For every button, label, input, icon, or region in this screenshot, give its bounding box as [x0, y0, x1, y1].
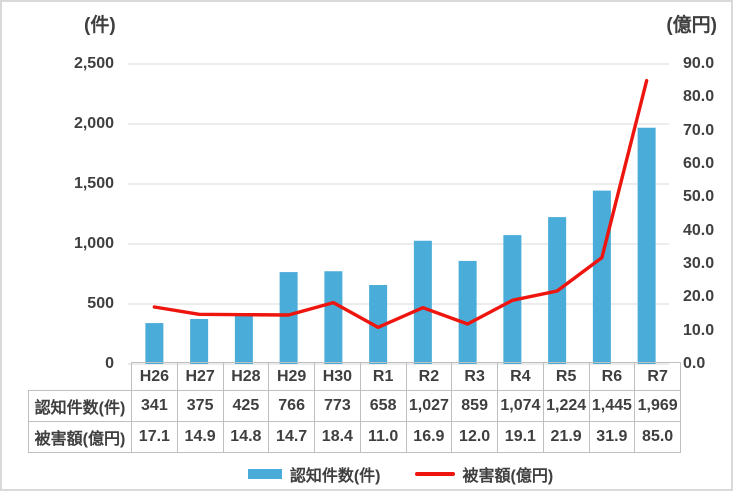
category-header-cell: R1 [359, 362, 407, 391]
bar [548, 217, 567, 364]
bar [145, 323, 164, 364]
right-axis-tick-label: 80.0 [683, 88, 715, 106]
data-table: H26 H27 H28 H29 H30 R1 R2 R3 R4 R5 R6 R7 認知件数(件) 341 3… [28, 362, 681, 453]
category-header-cell: R5 [542, 362, 590, 391]
value-cell: 14.7 [268, 421, 315, 453]
left-axis-tick-label: 0 [105, 355, 114, 372]
category-header-cell: R4 [497, 362, 544, 391]
table-header-row: H26 H27 H28 H29 H30 R1 R2 R3 R4 R5 R6 R7 [29, 362, 681, 391]
value-cell: 19.1 [497, 421, 544, 453]
category-header-cell: R3 [451, 362, 498, 391]
right-axis-tick-label: 50.0 [683, 188, 715, 206]
value-cell: 1,224 [542, 390, 590, 422]
value-cell: 773 [314, 390, 361, 422]
legend-label: 認知件数(件) [289, 468, 381, 485]
category-header-cell: R2 [405, 362, 453, 391]
value-cell: 341 [131, 390, 178, 422]
left-axis-title: (件) [84, 15, 116, 36]
category-header-cell: H29 [268, 362, 315, 391]
value-cell: 12.0 [451, 421, 498, 453]
value-cell: 18.4 [314, 421, 361, 453]
value-cell: 85.0 [634, 421, 681, 453]
value-cell: 31.9 [588, 421, 636, 453]
right-axis-tick-label: 90.0 [683, 55, 715, 72]
value-cell: 17.1 [131, 421, 178, 453]
value-cell: 1,074 [497, 390, 544, 422]
category-header-cell: H30 [314, 362, 361, 391]
right-axis-title: (億円) [666, 15, 717, 36]
bar [637, 127, 656, 364]
bar-swatch-icon [247, 469, 282, 479]
value-cell: 1,969 [634, 390, 681, 422]
bar [190, 319, 209, 364]
legend: 認知件数(件) 被害額(億円) [132, 461, 669, 487]
table-row: 被害額(億円) 17.1 14.9 14.8 14.7 18.4 11.0 16.9 12.0 1… [28, 421, 681, 453]
bar [369, 285, 388, 364]
category-header-cell: R7 [634, 362, 681, 391]
value-cell: 11.0 [359, 421, 407, 453]
right-axis-tick-label: 20.0 [683, 288, 715, 306]
value-cell: 658 [359, 390, 407, 422]
table-corner-cell [29, 363, 132, 391]
row-label-cell: 認知件数(件) [28, 390, 132, 422]
bar [413, 240, 432, 364]
category-header-cell: H26 [131, 362, 178, 391]
left-axis-tick-label: 1,000 [73, 235, 114, 252]
value-cell: 21.9 [542, 421, 590, 453]
bar [458, 260, 477, 364]
line-swatch-icon [414, 472, 455, 476]
value-cell: 14.9 [176, 421, 224, 453]
left-axis-tick-label: 2,500 [73, 55, 114, 72]
row-label-cell: 被害額(億円) [28, 421, 132, 453]
right-axis-tick-label: 60.0 [683, 155, 715, 172]
trend-line [152, 78, 649, 330]
bar [324, 271, 343, 364]
value-cell: 425 [222, 390, 270, 422]
legend-item: 認知件数(件) [247, 462, 381, 486]
bar [279, 272, 298, 364]
bar [234, 313, 253, 364]
value-cell: 859 [451, 390, 498, 422]
value-cell: 766 [268, 390, 315, 422]
right-axis-tick-label: 70.0 [683, 121, 715, 139]
value-cell: 375 [176, 390, 224, 422]
right-axis-tick-label: 0.0 [683, 355, 706, 372]
right-axis-tick-label: 40.0 [683, 221, 715, 239]
category-header-cell: H27 [176, 362, 224, 391]
category-header-cell: H28 [222, 362, 270, 391]
legend-label: 被害額(億円) [462, 468, 554, 485]
right-axis-tick-label: 30.0 [683, 255, 715, 272]
value-cell: 1,027 [405, 390, 453, 422]
left-axis-tick-label: 1,500 [73, 175, 114, 192]
category-header-cell: R6 [588, 362, 636, 391]
bar [592, 190, 611, 364]
value-cell: 14.8 [222, 421, 270, 453]
bar [503, 235, 522, 364]
legend-item: 被害額(億円) [414, 462, 554, 486]
left-axis-tick-label: 500 [87, 295, 114, 312]
right-axis-tick-label: 10.0 [683, 321, 715, 339]
value-cell: 16.9 [405, 421, 453, 453]
table-row: 認知件数(件) 341 375 425 766 773 658 1,027 859 1,074 1,… [28, 390, 681, 422]
left-axis-tick-label: 2,000 [73, 115, 114, 132]
value-cell: 1,445 [588, 390, 636, 422]
